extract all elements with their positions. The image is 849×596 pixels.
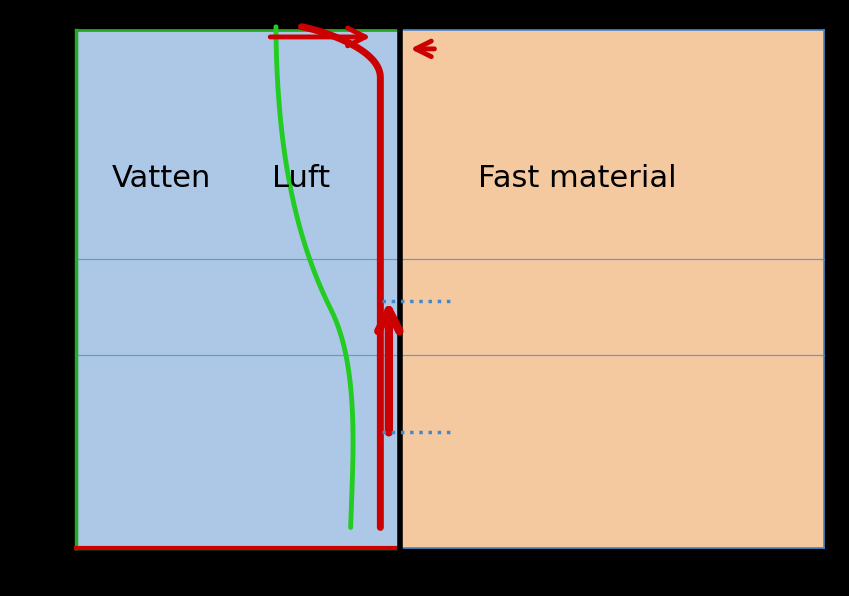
Text: Vatten: Vatten [111, 164, 211, 193]
Bar [76, 30, 399, 548]
Text: Fast material: Fast material [478, 164, 677, 193]
Bar [399, 30, 824, 548]
Text: Luft: Luft [273, 164, 330, 193]
